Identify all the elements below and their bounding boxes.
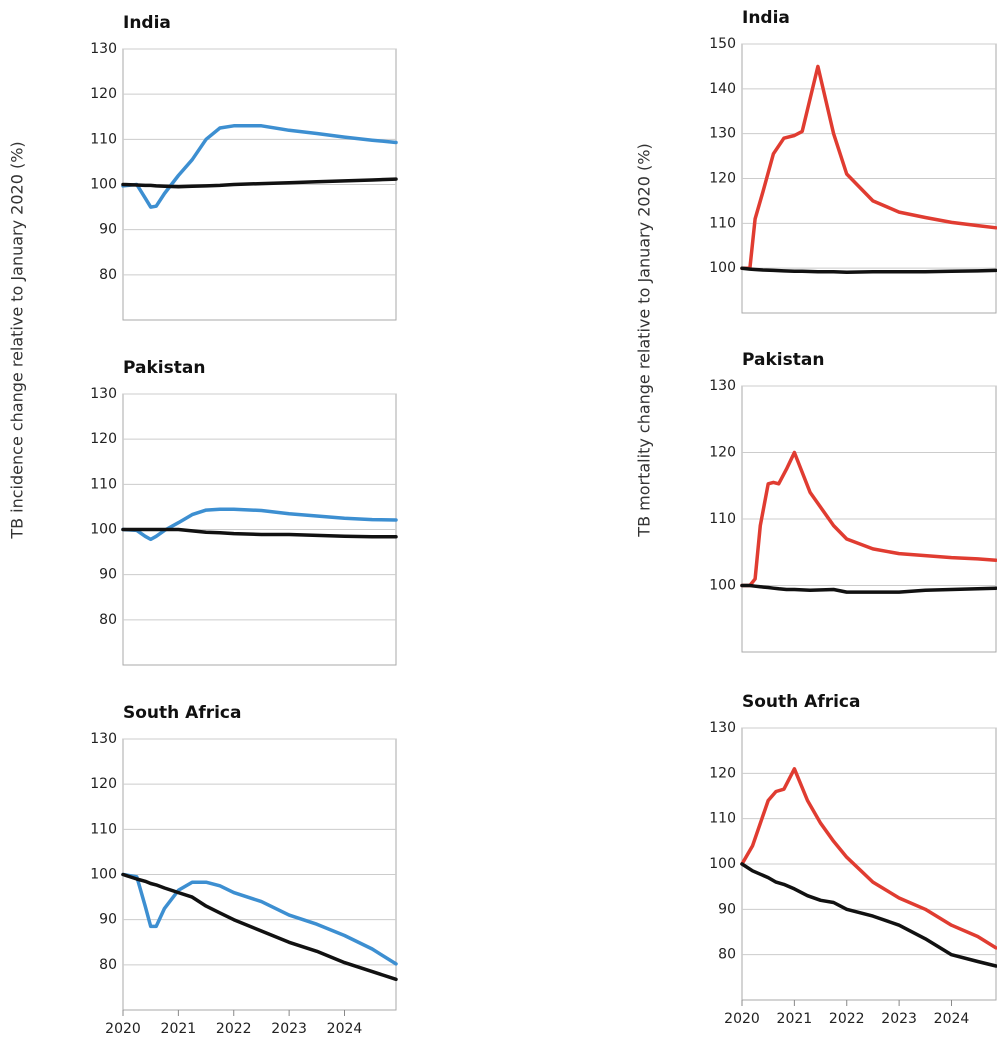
data-line — [121, 527, 398, 539]
panel-title: Pakistan — [742, 350, 824, 370]
y-tick-label: 100 — [90, 177, 117, 193]
panel-title: South Africa — [742, 692, 861, 712]
x-tick-label: 2023 — [271, 1021, 307, 1037]
y-tick-label: 110 — [709, 511, 736, 527]
y-tick-label: 110 — [90, 131, 117, 147]
x-tick-label: 2023 — [881, 1011, 917, 1027]
x-tick-label: 2021 — [161, 1021, 197, 1037]
y-tick-label: 150 — [709, 36, 736, 52]
data-line — [740, 64, 997, 270]
y-tick-label: 130 — [90, 41, 117, 57]
y-tick-label: 100 — [709, 578, 736, 594]
y-axis-label: TB incidence change relative to January … — [8, 141, 27, 539]
panel-title: India — [742, 8, 790, 28]
data-line — [740, 266, 997, 274]
y-tick-label: 90 — [99, 222, 117, 238]
y-tick-label: 80 — [99, 957, 117, 973]
y-tick-label: 110 — [709, 215, 736, 231]
y-tick-label: 100 — [90, 867, 117, 883]
panel-title: South Africa — [123, 703, 242, 723]
y-tick-label: 110 — [90, 821, 117, 837]
x-tick-label: 2024 — [327, 1021, 363, 1037]
y-tick-label: 80 — [99, 612, 117, 628]
data-line — [740, 450, 997, 588]
y-tick-label: 110 — [709, 811, 736, 827]
y-tick-label: 90 — [99, 567, 117, 583]
y-tick-label: 80 — [99, 267, 117, 283]
y-tick-label: 100 — [709, 856, 736, 872]
y-tick-label: 120 — [90, 431, 117, 447]
data-line — [121, 124, 398, 209]
panel-title: Pakistan — [123, 358, 205, 378]
y-tick-label: 110 — [90, 476, 117, 492]
y-tick-label: 100 — [709, 260, 736, 276]
data-line — [121, 872, 398, 982]
y-tick-label: 120 — [90, 776, 117, 792]
x-tick-label: 2024 — [934, 1011, 970, 1027]
data-line — [121, 872, 398, 966]
panel-title: India — [123, 13, 171, 33]
data-line — [740, 862, 997, 968]
x-tick-label: 2022 — [216, 1021, 252, 1037]
x-tick-label: 2021 — [777, 1011, 813, 1027]
x-tick-label: 2020 — [105, 1021, 141, 1037]
y-tick-label: 130 — [709, 378, 736, 394]
y-tick-label: 120 — [709, 765, 736, 781]
y-tick-label: 90 — [718, 901, 736, 917]
y-tick-label: 140 — [709, 81, 736, 97]
x-tick-label: 2020 — [724, 1011, 760, 1027]
y-tick-label: 90 — [99, 912, 117, 928]
y-tick-label: 80 — [718, 947, 736, 963]
y-tick-label: 120 — [709, 445, 736, 461]
data-line — [740, 767, 997, 950]
y-tick-label: 100 — [90, 522, 117, 538]
y-tick-label: 130 — [709, 720, 736, 736]
data-line — [121, 507, 398, 542]
x-tick-label: 2022 — [829, 1011, 865, 1027]
data-line — [121, 177, 398, 189]
y-tick-label: 130 — [90, 386, 117, 402]
y-tick-label: 130 — [90, 731, 117, 747]
y-tick-label: 130 — [709, 126, 736, 142]
data-line — [740, 583, 997, 594]
y-tick-label: 120 — [90, 86, 117, 102]
y-axis-label: TB mortality change relative to January … — [635, 143, 654, 537]
y-tick-label: 120 — [709, 171, 736, 187]
